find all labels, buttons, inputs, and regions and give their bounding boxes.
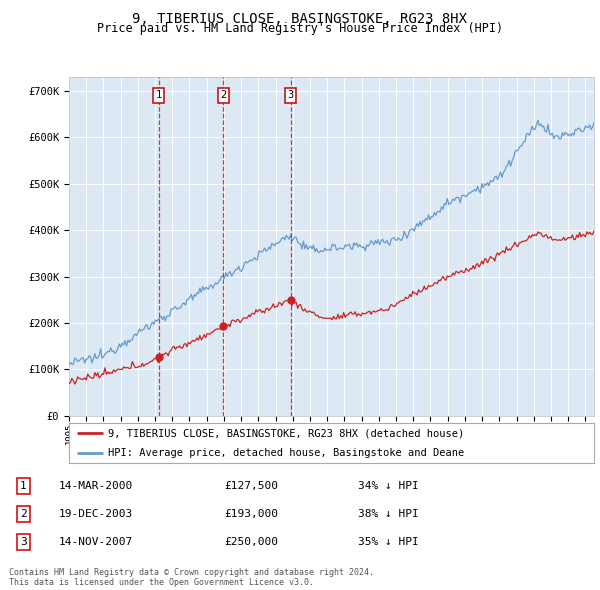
Text: Contains HM Land Registry data © Crown copyright and database right 2024.
This d: Contains HM Land Registry data © Crown c… bbox=[9, 568, 374, 587]
Text: 34% ↓ HPI: 34% ↓ HPI bbox=[358, 481, 419, 491]
Text: £250,000: £250,000 bbox=[224, 537, 278, 547]
Text: 1: 1 bbox=[155, 90, 161, 100]
Text: 14-MAR-2000: 14-MAR-2000 bbox=[58, 481, 133, 491]
Text: HPI: Average price, detached house, Basingstoke and Deane: HPI: Average price, detached house, Basi… bbox=[109, 448, 464, 458]
Text: 35% ↓ HPI: 35% ↓ HPI bbox=[358, 537, 419, 547]
Text: £127,500: £127,500 bbox=[224, 481, 278, 491]
Text: 19-DEC-2003: 19-DEC-2003 bbox=[58, 509, 133, 519]
Text: 2: 2 bbox=[20, 509, 27, 519]
Text: 2: 2 bbox=[220, 90, 226, 100]
Text: 3: 3 bbox=[20, 537, 27, 547]
Text: 3: 3 bbox=[287, 90, 293, 100]
Text: 1: 1 bbox=[20, 481, 27, 491]
Text: £193,000: £193,000 bbox=[224, 509, 278, 519]
Text: 9, TIBERIUS CLOSE, BASINGSTOKE, RG23 8HX: 9, TIBERIUS CLOSE, BASINGSTOKE, RG23 8HX bbox=[133, 12, 467, 26]
Text: Price paid vs. HM Land Registry's House Price Index (HPI): Price paid vs. HM Land Registry's House … bbox=[97, 22, 503, 35]
Text: 38% ↓ HPI: 38% ↓ HPI bbox=[358, 509, 419, 519]
Text: 14-NOV-2007: 14-NOV-2007 bbox=[58, 537, 133, 547]
Text: 9, TIBERIUS CLOSE, BASINGSTOKE, RG23 8HX (detached house): 9, TIBERIUS CLOSE, BASINGSTOKE, RG23 8HX… bbox=[109, 428, 464, 438]
